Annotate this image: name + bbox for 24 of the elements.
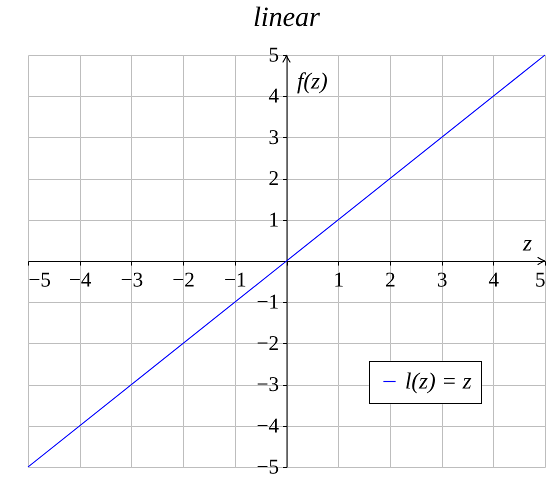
x-tick-label: 4 [488, 268, 500, 292]
x-tick-label: 3 [436, 268, 448, 292]
x-tick-label: 5 [535, 268, 546, 292]
legend-label: l(z) = z [405, 368, 472, 394]
y-tick-label: −4 [256, 413, 280, 438]
y-tick-label: 3 [268, 124, 279, 149]
chart-title: linear [253, 2, 320, 33]
y-tick-label: −3 [256, 372, 279, 396]
x-tick-label: −1 [224, 268, 246, 292]
y-tick-label: −1 [256, 290, 279, 314]
y-tick-label: −2 [256, 330, 279, 355]
y-tick-label: 4 [268, 84, 280, 108]
y-tick-label: −5 [256, 454, 279, 478]
x-tick-label: −5 [28, 268, 51, 292]
y-tick-label: 1 [268, 207, 279, 232]
x-tick-label: 2 [385, 268, 396, 292]
y-tick-label: 2 [268, 166, 279, 190]
y-axis-title: f(z) [297, 68, 328, 94]
y-tick-label: 5 [268, 42, 279, 66]
x-axis-title: z [522, 230, 532, 256]
x-tick-label: −3 [120, 268, 144, 292]
x-tick-label: −4 [69, 268, 92, 292]
x-tick-label: −2 [172, 268, 195, 292]
x-tick-label: 1 [333, 268, 344, 292]
